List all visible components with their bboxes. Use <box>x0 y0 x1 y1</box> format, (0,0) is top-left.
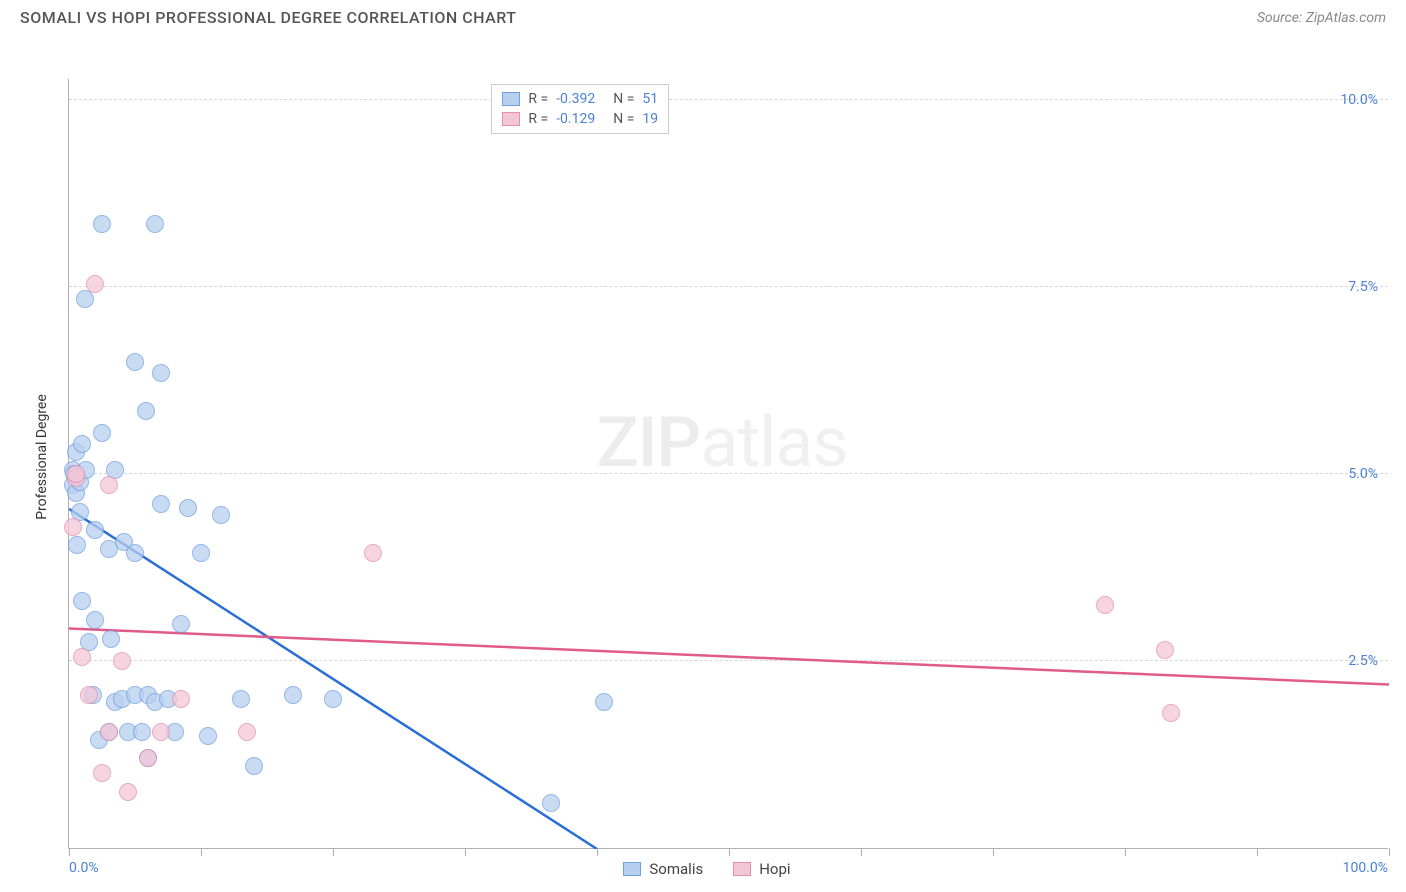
y-axis-label: Professional Degree <box>34 394 50 520</box>
legend-swatch <box>623 862 641 876</box>
y-tick-label: 2.5% <box>1348 653 1378 669</box>
trendline-somalis <box>69 509 597 849</box>
data-point <box>133 723 151 741</box>
gridline <box>69 660 1388 661</box>
data-point <box>1156 641 1174 659</box>
data-point <box>238 723 256 741</box>
stats-row: R = -0.129 N = 19 <box>502 109 658 129</box>
data-point <box>192 544 210 562</box>
stats-row: R = -0.392 N = 51 <box>502 89 658 109</box>
data-point <box>73 592 91 610</box>
x-tick <box>597 848 598 856</box>
x-axis-max-label: 100.0% <box>1343 860 1388 876</box>
x-tick <box>333 848 334 856</box>
watermark: ZIPatlas <box>597 402 848 484</box>
data-point <box>73 648 91 666</box>
legend-item: Somalis <box>623 860 703 878</box>
watermark-zip: ZIP <box>597 402 701 484</box>
legend-label: Hopi <box>759 860 790 878</box>
data-point <box>119 783 137 801</box>
data-point <box>137 402 155 420</box>
chart-source: Source: ZipAtlas.com <box>1257 10 1386 26</box>
gridline <box>69 473 1388 474</box>
trend-svg <box>69 79 1389 849</box>
data-point <box>126 353 144 371</box>
data-point <box>100 723 118 741</box>
gridline <box>69 99 1388 100</box>
data-point <box>86 521 104 539</box>
series-swatch <box>502 92 520 106</box>
data-point <box>152 495 170 513</box>
legend: Somalis Hopi <box>623 860 790 878</box>
data-point <box>232 690 250 708</box>
data-point <box>64 518 82 536</box>
data-point <box>93 764 111 782</box>
data-point <box>93 424 111 442</box>
chart-header: SOMALI VS HOPI PROFESSIONAL DEGREE CORRE… <box>0 0 1406 31</box>
x-tick <box>465 848 466 856</box>
x-tick <box>1125 848 1126 856</box>
data-point <box>172 690 190 708</box>
y-tick-label: 7.5% <box>1348 279 1378 295</box>
data-point <box>152 364 170 382</box>
data-point <box>113 652 131 670</box>
r-label: R = <box>528 91 548 107</box>
data-point <box>172 615 190 633</box>
x-tick <box>201 848 202 856</box>
x-tick <box>993 848 994 856</box>
n-value: 19 <box>642 111 658 127</box>
data-point <box>86 611 104 629</box>
x-tick <box>729 848 730 856</box>
x-tick <box>861 848 862 856</box>
chart-title: SOMALI VS HOPI PROFESSIONAL DEGREE CORRE… <box>20 8 517 27</box>
x-axis-min-label: 0.0% <box>69 860 99 876</box>
data-point <box>68 536 86 554</box>
r-label: R = <box>528 111 548 127</box>
data-point <box>324 690 342 708</box>
data-point <box>100 476 118 494</box>
data-point <box>126 544 144 562</box>
legend-swatch <box>733 862 751 876</box>
data-point <box>86 275 104 293</box>
n-value: 51 <box>642 91 658 107</box>
plot-area: ZIPatlas 2.5%5.0%7.5%10.0%0.0%100.0%Prof… <box>68 79 1388 849</box>
data-point <box>199 727 217 745</box>
data-point <box>179 499 197 517</box>
data-point <box>80 686 98 704</box>
data-point <box>364 544 382 562</box>
data-point <box>146 215 164 233</box>
x-tick <box>69 848 70 856</box>
data-point <box>284 686 302 704</box>
stats-box: R = -0.392 N = 51 R = -0.129 N = 19 <box>491 84 669 134</box>
x-tick <box>1389 848 1390 856</box>
data-point <box>1096 596 1114 614</box>
legend-item: Hopi <box>733 860 790 878</box>
data-point <box>102 630 120 648</box>
r-value: -0.392 <box>556 91 595 107</box>
data-point <box>139 749 157 767</box>
data-point <box>152 723 170 741</box>
legend-label: Somalis <box>649 860 703 878</box>
y-tick-label: 10.0% <box>1340 92 1378 108</box>
data-point <box>93 215 111 233</box>
series-swatch <box>502 112 520 126</box>
data-point <box>67 465 85 483</box>
trendline-hopi <box>69 628 1389 684</box>
y-tick-label: 5.0% <box>1348 466 1378 482</box>
data-point <box>212 506 230 524</box>
n-label: N = <box>613 91 634 107</box>
data-point <box>1162 704 1180 722</box>
n-label: N = <box>613 111 634 127</box>
gridline <box>69 286 1388 287</box>
watermark-atlas: atlas <box>700 402 847 484</box>
data-point <box>73 435 91 453</box>
data-point <box>542 794 560 812</box>
data-point <box>76 290 94 308</box>
data-point <box>245 757 263 775</box>
data-point <box>595 693 613 711</box>
x-tick <box>1257 848 1258 856</box>
r-value: -0.129 <box>556 111 595 127</box>
